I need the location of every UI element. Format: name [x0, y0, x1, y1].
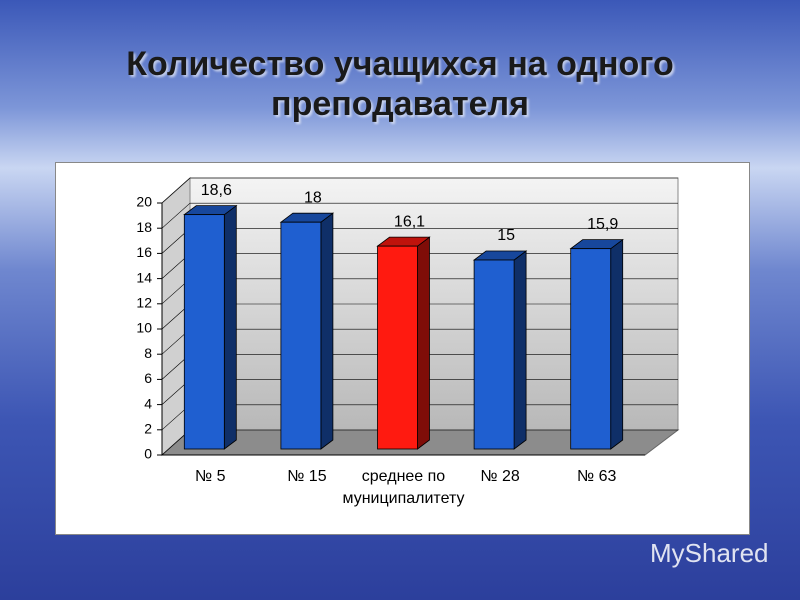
value-label: 16,1 — [394, 213, 425, 230]
y-tick-label: 0 — [144, 446, 152, 462]
bar — [473, 259, 515, 450]
y-tick-label: 20 — [136, 194, 152, 210]
grid-line — [161, 202, 191, 229]
value-label: 18 — [304, 189, 322, 206]
y-tick-label: 4 — [144, 395, 152, 411]
bar-top-shade — [184, 205, 237, 215]
x-tick-label: среднее по муниципалитету — [342, 468, 465, 507]
slide-title: Количество учащихся на одного преподават… — [126, 45, 674, 123]
watermark: MyShared — [650, 538, 769, 568]
bar-top-shade — [280, 213, 333, 223]
y-tick-label: 2 — [144, 421, 152, 437]
y-tick-label: 18 — [136, 219, 152, 235]
bar — [183, 214, 225, 450]
bar — [570, 248, 612, 450]
bar-side-shade — [320, 213, 333, 449]
value-label: 15,9 — [587, 216, 618, 233]
bar-side-shade — [224, 205, 237, 449]
y-tick-label: 12 — [136, 295, 152, 311]
y-tick-label: 16 — [136, 244, 152, 260]
grid-line — [161, 177, 191, 204]
x-tick-label: № 28 — [480, 468, 520, 485]
bar-side-shade — [610, 239, 623, 449]
bar-top-shade — [474, 251, 527, 260]
x-tick-label: № 5 — [195, 468, 226, 485]
x-tick-label: № 63 — [576, 468, 617, 485]
bar — [280, 221, 322, 450]
x-tick-label: № 15 — [287, 468, 327, 485]
y-tick-label: 14 — [136, 269, 152, 285]
y-tick-label: 6 — [144, 370, 152, 386]
bar-top-shade — [377, 237, 430, 247]
bar-side-shade — [514, 251, 527, 449]
y-tick-label: 8 — [144, 345, 152, 361]
value-label: 18,6 — [201, 182, 232, 199]
bar-top-shade — [570, 239, 623, 249]
bar-side-shade — [417, 237, 430, 449]
bar — [377, 245, 418, 450]
y-tick-label: 10 — [136, 320, 152, 336]
value-label: 15 — [497, 227, 515, 244]
